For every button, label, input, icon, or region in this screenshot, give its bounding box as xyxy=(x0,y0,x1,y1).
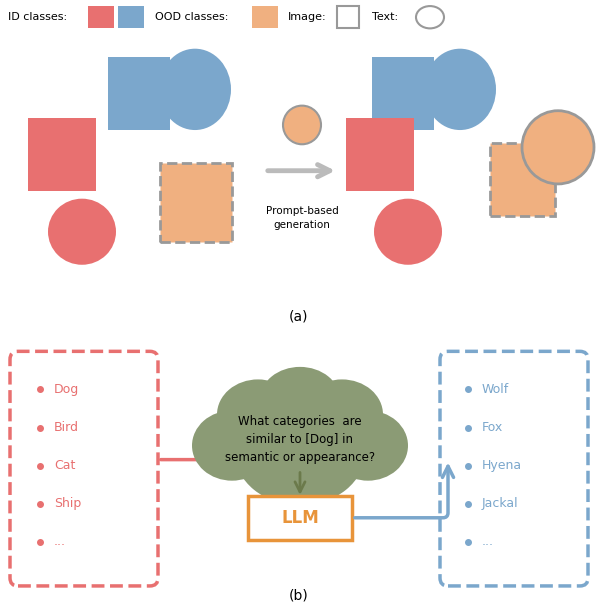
Bar xyxy=(108,57,170,130)
Text: Dog: Dog xyxy=(54,383,80,396)
Ellipse shape xyxy=(374,199,442,264)
Bar xyxy=(28,118,96,191)
Text: OOD classes:: OOD classes: xyxy=(155,12,228,22)
Bar xyxy=(346,118,414,191)
Text: Image:: Image: xyxy=(288,12,327,22)
Bar xyxy=(118,6,144,29)
Text: (b): (b) xyxy=(289,589,309,603)
Bar xyxy=(252,6,278,29)
FancyBboxPatch shape xyxy=(490,143,555,216)
Text: Cat: Cat xyxy=(54,459,75,472)
Text: What categories  are
similar to [Dog] in
semantic or appearance?: What categories are similar to [Dog] in … xyxy=(225,415,375,464)
Text: Bird: Bird xyxy=(54,421,79,434)
Text: Fox: Fox xyxy=(482,421,504,434)
Bar xyxy=(88,6,114,29)
Ellipse shape xyxy=(424,49,496,130)
Text: Ship: Ship xyxy=(54,497,81,510)
Text: ID classes:: ID classes: xyxy=(8,12,67,22)
FancyBboxPatch shape xyxy=(248,496,352,540)
Ellipse shape xyxy=(260,367,340,432)
Text: Text:: Text: xyxy=(372,12,398,22)
Text: Wolf: Wolf xyxy=(482,383,509,396)
FancyBboxPatch shape xyxy=(440,351,588,586)
Text: (a): (a) xyxy=(289,309,309,323)
Text: Prompt-based
generation: Prompt-based generation xyxy=(266,206,338,229)
Ellipse shape xyxy=(283,106,321,144)
Text: Jackal: Jackal xyxy=(482,497,518,510)
Text: LLM: LLM xyxy=(281,509,319,527)
Text: ...: ... xyxy=(482,535,494,548)
Text: Hyena: Hyena xyxy=(482,459,522,472)
Bar xyxy=(372,57,434,130)
Ellipse shape xyxy=(48,199,116,264)
FancyBboxPatch shape xyxy=(10,351,158,586)
Ellipse shape xyxy=(328,410,408,481)
FancyBboxPatch shape xyxy=(160,162,232,242)
Ellipse shape xyxy=(416,6,444,29)
Ellipse shape xyxy=(217,379,299,449)
Ellipse shape xyxy=(522,111,594,184)
Ellipse shape xyxy=(192,410,272,481)
Ellipse shape xyxy=(301,379,383,449)
Text: ...: ... xyxy=(54,535,66,548)
Ellipse shape xyxy=(159,49,231,130)
Bar xyxy=(337,6,359,29)
Ellipse shape xyxy=(235,400,365,505)
